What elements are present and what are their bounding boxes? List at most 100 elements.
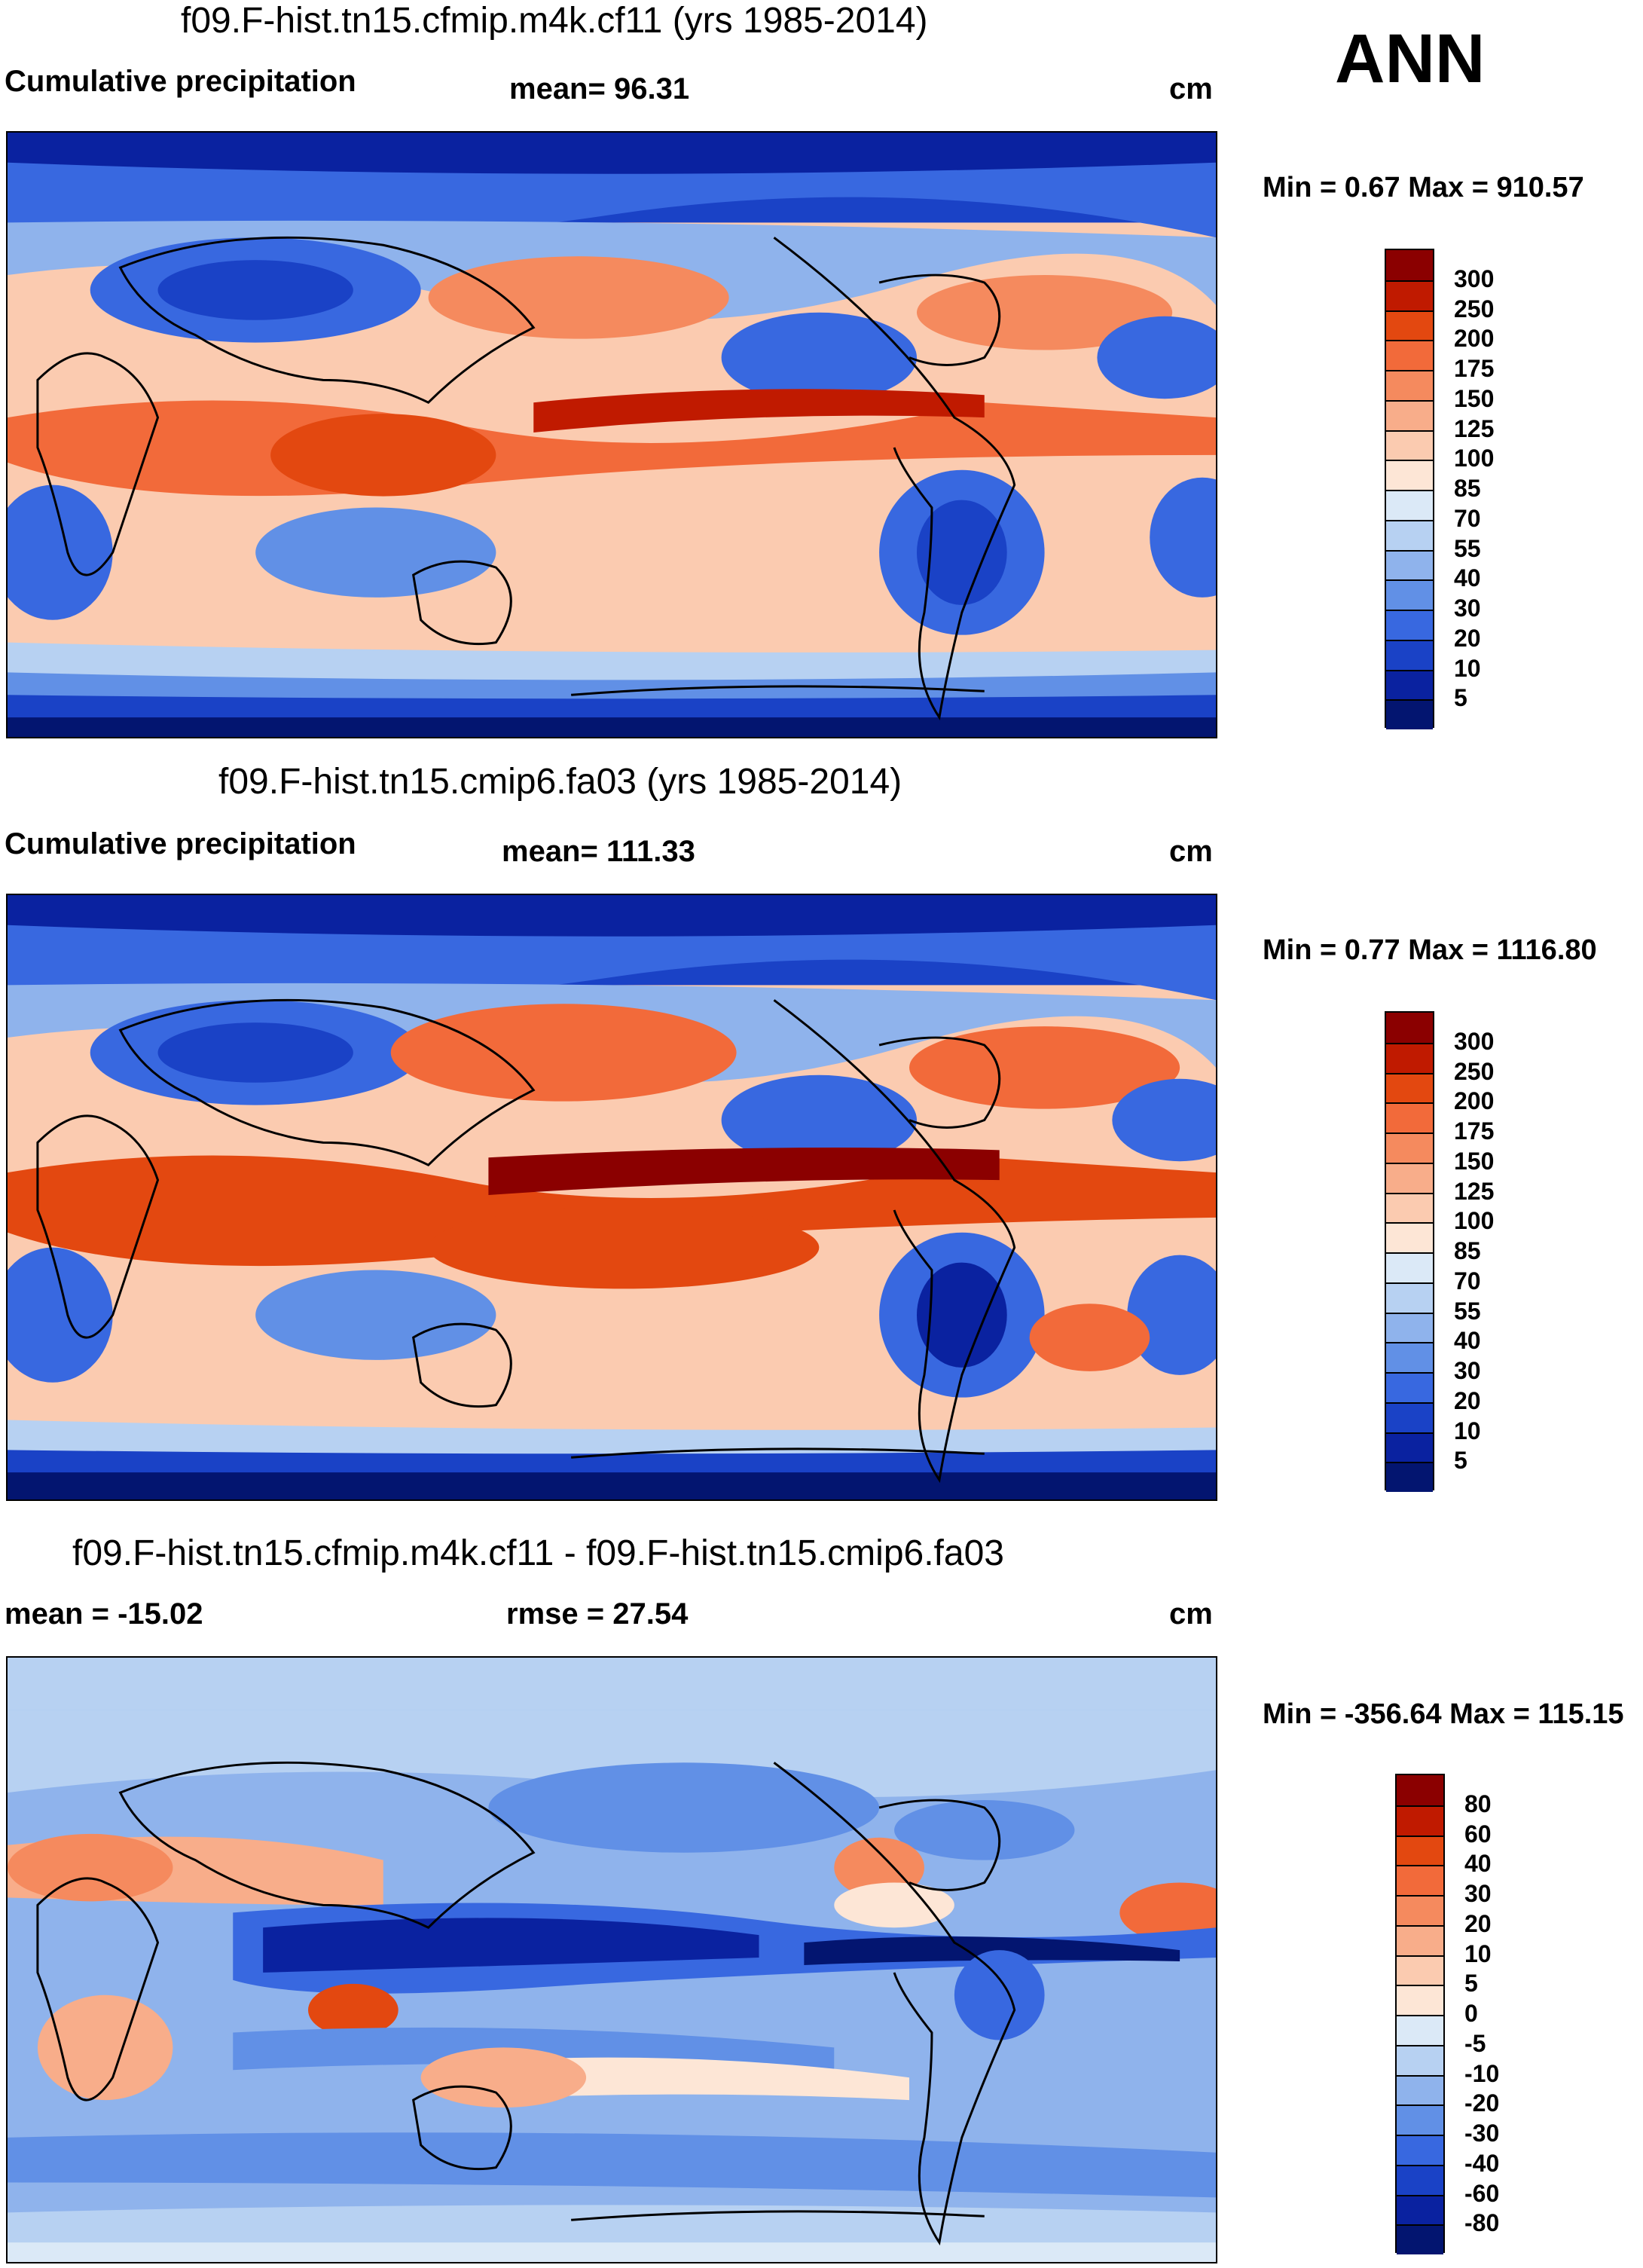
colorbar-tick-label: 250	[1454, 1057, 1495, 1085]
colorbar-tick-label: 70	[1454, 504, 1481, 532]
colorbar-tick-label: 300	[1454, 1027, 1495, 1055]
colorbar-tick-label: 20	[1454, 624, 1481, 652]
panel-1-units-label: cm	[1169, 72, 1213, 105]
colorbar-tick-label: 175	[1454, 1117, 1495, 1145]
colorbar-swatch	[1386, 1042, 1433, 1073]
colorbar-swatch	[1386, 1013, 1433, 1043]
colorbar-tick-label: 30	[1454, 595, 1481, 622]
colorbar-tick-label: -40	[1464, 2149, 1500, 2177]
colorbar-swatch	[1386, 669, 1433, 700]
panel-3-minmax-label: Min = -356.64 Max = 115.15	[1263, 1698, 1624, 1730]
colorbar-swatch	[1386, 1132, 1433, 1163]
colorbar-tick-label: -10	[1464, 2059, 1500, 2087]
panel-1-mean-label: mean= 96.31	[509, 72, 690, 105]
colorbar-swatch	[1397, 1865, 1443, 1895]
colorbar-tick-label: 10	[1464, 1939, 1492, 1967]
colorbar-swatch	[1386, 1162, 1433, 1193]
panel-2-units-label: cm	[1169, 835, 1213, 868]
colorbar-swatch	[1386, 310, 1433, 341]
colorbar-swatch	[1386, 1252, 1433, 1282]
panel-1-map-field	[8, 133, 1216, 737]
colorbar-tick-label: 70	[1454, 1267, 1481, 1294]
panel-2-colorbar-box	[1385, 1011, 1434, 1492]
colorbar-tick-label: 5	[1464, 1970, 1478, 1997]
colorbar-tick-label: 20	[1464, 1909, 1492, 1937]
colorbar-tick-label: 125	[1454, 1177, 1495, 1205]
season-label: ANN	[1335, 20, 1486, 97]
colorbar-tick-label: -5	[1464, 2029, 1486, 2057]
colorbar-swatch	[1386, 429, 1433, 460]
colorbar-tick-label: 55	[1454, 1297, 1481, 1325]
colorbar-swatch	[1386, 1282, 1433, 1313]
colorbar-swatch	[1386, 1102, 1433, 1132]
colorbar-tick-label: 200	[1454, 1087, 1495, 1115]
panel-3-map-field	[8, 1658, 1216, 2262]
colorbar-swatch	[1397, 1775, 1443, 1805]
colorbar-swatch	[1397, 1924, 1443, 1955]
colorbar-swatch	[1386, 1401, 1433, 1432]
colorbar-swatch	[1386, 460, 1433, 490]
panel-1-title: f09.F-hist.tn15.cfmip.m4k.cf11 (yrs 1985…	[181, 1, 928, 41]
colorbar-swatch	[1386, 399, 1433, 430]
panel-3-title: f09.F-hist.tn15.cfmip.m4k.cf11 - f09.F-h…	[72, 1533, 1004, 1573]
colorbar-swatch	[1386, 1342, 1433, 1372]
colorbar-tick-label: 300	[1454, 264, 1495, 292]
colorbar-swatch	[1386, 1372, 1433, 1402]
colorbar-swatch	[1386, 1462, 1433, 1492]
colorbar-tick-label: 40	[1454, 564, 1481, 592]
panel-2-left-label: Cumulative precipitation	[5, 827, 356, 860]
panel-2-map	[6, 894, 1217, 1501]
colorbar-swatch	[1397, 2044, 1443, 2075]
colorbar-tick-label: 30	[1464, 1880, 1492, 1907]
colorbar-tick-label: -80	[1464, 2209, 1500, 2237]
colorbar-tick-label: 85	[1454, 1237, 1481, 1264]
panel-3-colorbar-box	[1395, 1774, 1445, 2254]
colorbar-swatch	[1386, 610, 1433, 640]
colorbar-tick-label: 250	[1454, 295, 1495, 322]
panel-2-minmax-label: Min = 0.77 Max = 1116.80	[1263, 934, 1597, 966]
colorbar-tick-label: 30	[1454, 1357, 1481, 1384]
colorbar-tick-label: 40	[1464, 1850, 1492, 1878]
colorbar-tick-label: 150	[1454, 1147, 1495, 1175]
colorbar-swatch	[1397, 1835, 1443, 1866]
colorbar-swatch	[1386, 340, 1433, 370]
colorbar-tick-label: 175	[1454, 355, 1495, 382]
colorbar-tick-label: 0	[1464, 2000, 1478, 2027]
colorbar-swatch	[1397, 2104, 1443, 2135]
colorbar-tick-label: 200	[1454, 325, 1495, 353]
colorbar-swatch	[1386, 1072, 1433, 1103]
colorbar-tick-label: 10	[1454, 1417, 1481, 1444]
colorbar-tick-label: 55	[1454, 534, 1481, 562]
colorbar-swatch	[1397, 2135, 1443, 2165]
panel-1-colorbar: 300 250 200 175 150 125 100 85 70 55 40 30 20 10 5	[1385, 249, 1535, 729]
panel-2-colorbar: 300 250 200 175 150 125 100 85 70 55 40 30 20 10 5	[1385, 1011, 1535, 1492]
colorbar-swatch	[1397, 1985, 1443, 2015]
panel-1-minmax-label: Min = 0.67 Max = 910.57	[1263, 172, 1584, 203]
panel-1-map	[6, 131, 1217, 738]
colorbar-tick-label: 85	[1454, 475, 1481, 502]
colorbar-swatch	[1397, 1805, 1443, 1835]
colorbar-swatch	[1386, 370, 1433, 400]
panel-3-map	[6, 1656, 1217, 2263]
colorbar-tick-label: 20	[1454, 1386, 1481, 1414]
panel-1-left-label: Cumulative precipitation	[5, 65, 356, 98]
colorbar-swatch	[1386, 1312, 1433, 1343]
colorbar-tick-label: -20	[1464, 2089, 1500, 2117]
colorbar-tick-label: 100	[1454, 1207, 1495, 1235]
panel-1-colorbar-box	[1385, 249, 1434, 729]
panel-2-mean-label: mean= 111.33	[502, 835, 695, 868]
colorbar-tick-label: -60	[1464, 2179, 1500, 2207]
colorbar-tick-label: 5	[1454, 1447, 1467, 1475]
panel-2-map-field	[8, 895, 1216, 1499]
colorbar-swatch	[1386, 639, 1433, 670]
colorbar-tick-label: 125	[1454, 414, 1495, 442]
colorbar-swatch	[1386, 549, 1433, 580]
colorbar-tick-label: 10	[1454, 654, 1481, 682]
colorbar-swatch	[1386, 699, 1433, 729]
panel-3-colorbar: 80 60 40 30 20 10 5 0 -5 -10 -20 -30 -40 -60 -80	[1395, 1774, 1546, 2254]
panel-2-title: f09.F-hist.tn15.cmip6.fa03 (yrs 1985-201…	[218, 762, 902, 802]
colorbar-swatch	[1397, 2194, 1443, 2225]
colorbar-swatch	[1386, 1192, 1433, 1223]
colorbar-tick-label: 100	[1454, 445, 1495, 472]
colorbar-tick-label: 80	[1464, 1790, 1492, 1817]
